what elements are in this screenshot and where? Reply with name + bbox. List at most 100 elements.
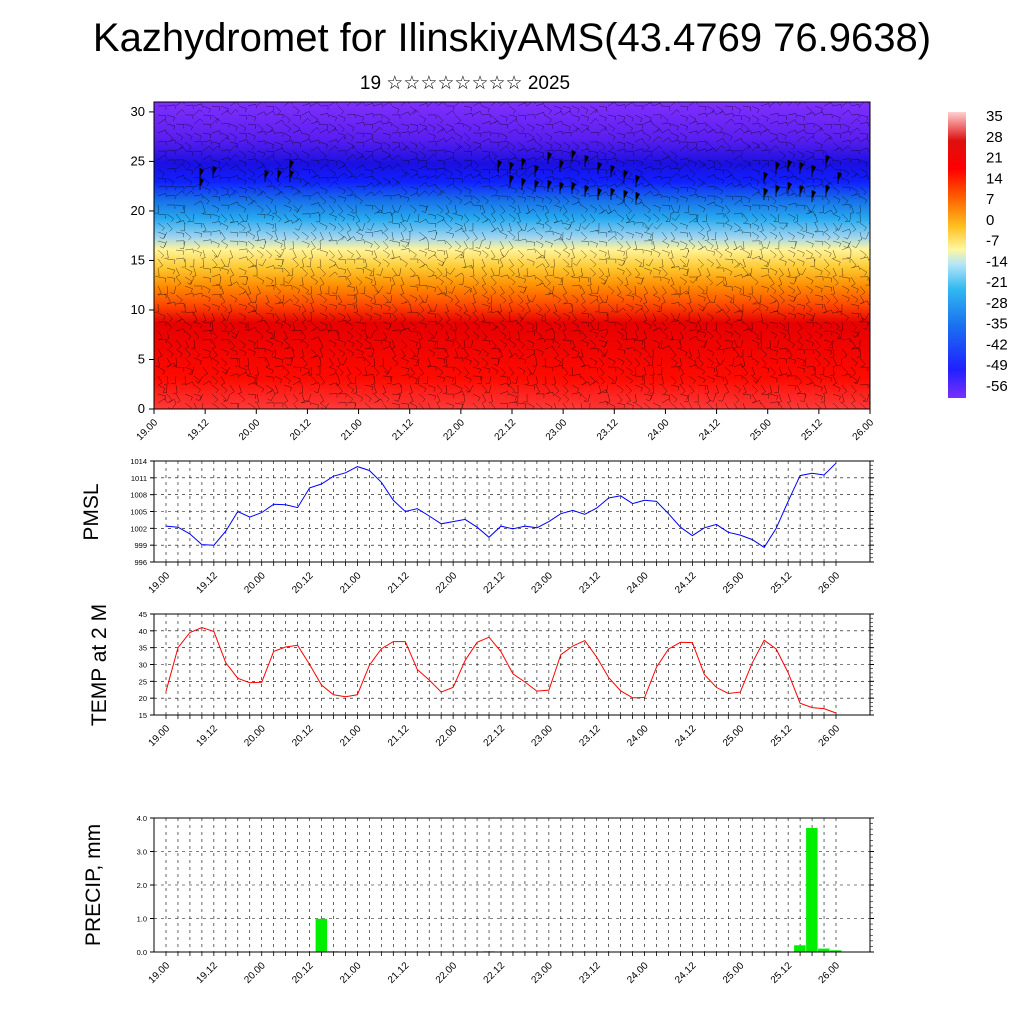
- x-tick-label: 24.00: [646, 417, 672, 443]
- x-tick-label: 24.12: [673, 570, 699, 596]
- x-tick-label: 22.00: [442, 417, 468, 443]
- x-tick-label: 19.00: [147, 570, 173, 596]
- x-tick-label: 21.12: [386, 723, 412, 749]
- x-tick-label: 21.00: [339, 417, 365, 443]
- x-tick-label: 21.12: [386, 570, 412, 596]
- colorbar-tick-label: -42: [986, 336, 1008, 353]
- y-tick-label: 1011: [131, 474, 147, 483]
- x-tick-label: 24.00: [625, 570, 651, 596]
- y-tick-label: 10: [131, 302, 145, 317]
- pmsl-axis-label: PMSL: [80, 483, 103, 540]
- x-tick-label: 24.00: [625, 723, 651, 749]
- x-tick-label: 22.12: [482, 570, 508, 596]
- x-tick-label: 22.00: [434, 723, 460, 749]
- pmsl-panel: 996 999 1002 1005 1008 1011 1014 19.00 19.12 20.0…: [80, 457, 874, 596]
- colorbar-tick-label: -7: [986, 233, 999, 250]
- precip-panel: 0.0 1.0 2.0 3.0 4.0 19.00 19.12 20.00 20.12 21.00…: [82, 814, 874, 986]
- x-tick-label: 22.00: [434, 570, 460, 596]
- x-tick-label: 22.00: [434, 960, 460, 986]
- y-tick-label: 30: [131, 104, 145, 119]
- precip-bar: [806, 828, 818, 952]
- x-tick-label: 25.00: [721, 723, 747, 749]
- x-tick-label: 24.12: [697, 417, 723, 443]
- x-tick-label: 24.12: [673, 723, 699, 749]
- y-tick-label: 5: [138, 351, 145, 366]
- pmsl-series-line: [165, 462, 837, 549]
- x-tick-label: 20.00: [237, 417, 263, 443]
- precip-bars: [315, 828, 842, 952]
- x-tick-label: 25.00: [748, 417, 774, 443]
- x-tick-label: 20.00: [242, 723, 268, 749]
- y-tick-label: 20: [131, 203, 145, 218]
- y-tick-label: 25: [131, 153, 145, 168]
- x-tick-label: 20.12: [290, 960, 316, 986]
- y-tick-label: 15: [131, 252, 145, 267]
- colorbar-tick-label: 21: [986, 150, 1003, 167]
- wind-barbs: [154, 102, 870, 409]
- chart-subtitle: 19 ☆☆☆☆☆☆☆☆ 2025: [359, 73, 571, 94]
- y-tick-label: 1014: [130, 457, 147, 466]
- x-tick-label: 24.00: [625, 960, 651, 986]
- x-tick-label: 26.00: [817, 723, 843, 749]
- precip-bar: [830, 950, 842, 952]
- y-tick-label: 20: [139, 694, 147, 703]
- y-tick-label: 40: [139, 627, 147, 636]
- colorbar-tick-label: 14: [986, 170, 1003, 187]
- x-tick-label: 26.00: [851, 417, 877, 443]
- x-tick-label: 22.12: [482, 960, 508, 986]
- x-tick-label: 20.12: [290, 723, 316, 749]
- x-tick-label: 19.12: [195, 723, 221, 749]
- x-tick-label: 23.00: [544, 417, 570, 443]
- x-tick-label: 23.12: [577, 723, 603, 749]
- x-tick-label: 22.12: [493, 417, 519, 443]
- y-tick-label: 0.0: [137, 948, 147, 957]
- precip-grid: 0.0 1.0 2.0 3.0 4.0 19.00 19.12 20.00 20.12 21.00…: [137, 814, 874, 986]
- x-tick-label: 20.00: [242, 570, 268, 596]
- precip-bar: [315, 918, 328, 952]
- x-tick-label: 23.12: [577, 960, 603, 986]
- x-tick-label: 19.12: [195, 960, 221, 986]
- y-tick-label: 25: [139, 677, 147, 686]
- x-tick-label: 19.00: [135, 417, 161, 443]
- x-tick-label: 23.00: [530, 960, 556, 986]
- colorbar-tick-label: -56: [986, 378, 1008, 395]
- x-tick-label: 25.12: [800, 417, 826, 443]
- y-tick-label: 996: [134, 558, 147, 567]
- x-tick-label: 25.12: [769, 570, 795, 596]
- temp-grid: 15 20 25 30 35 40 45 19.00 19.12 20.00 20.12 21.00 2…: [139, 610, 874, 749]
- x-tick-label: 19.00: [147, 723, 173, 749]
- precip-axis-label: PRECIP, mm: [82, 824, 105, 946]
- y-tick-label: 0: [138, 401, 145, 416]
- x-tick-label: 23.12: [595, 417, 621, 443]
- precip-bar: [818, 948, 830, 952]
- x-tick-label: 20.12: [290, 570, 316, 596]
- colorbar-tick-label: -49: [986, 357, 1008, 374]
- y-tick-label: 999: [134, 541, 147, 550]
- y-tick-label: 15: [139, 711, 147, 720]
- colorbar-gradient: [948, 112, 966, 398]
- y-tick-label: 1005: [130, 508, 147, 517]
- x-tick-label: 21.12: [386, 960, 412, 986]
- colorbar-tick-label: -28: [986, 295, 1008, 312]
- x-tick-label: 23.12: [577, 570, 603, 596]
- x-tick-label: 19.12: [186, 417, 212, 443]
- x-tick-label: 21.12: [390, 417, 416, 443]
- x-tick-label: 25.00: [721, 570, 747, 596]
- x-tick-label: 20.12: [288, 417, 314, 443]
- temp-axis-label: TEMP at 2 M: [88, 604, 111, 726]
- y-tick-label: 35: [139, 644, 147, 653]
- colorbar-tick-label: 7: [986, 191, 994, 208]
- x-tick-label: 20.00: [242, 960, 268, 986]
- colorbar-tick-label: 0: [986, 212, 994, 229]
- x-tick-label: 21.00: [338, 570, 364, 596]
- y-tick-label: 2.0: [137, 881, 147, 890]
- colorbar-tick-label: -21: [986, 274, 1008, 291]
- cross-section-panel: 19.00 19.12 20.00 20.12 21.00 21.12 22.00 22.12…: [131, 101, 877, 443]
- y-tick-label: 1002: [130, 524, 147, 533]
- colorbar-tick-label: -35: [986, 316, 1008, 333]
- colorbar-tick-label: 35: [986, 108, 1003, 125]
- colorbar-tick-label: -14: [986, 253, 1008, 270]
- x-tick-label: 19.00: [147, 960, 173, 986]
- temp-series-line: [165, 626, 837, 714]
